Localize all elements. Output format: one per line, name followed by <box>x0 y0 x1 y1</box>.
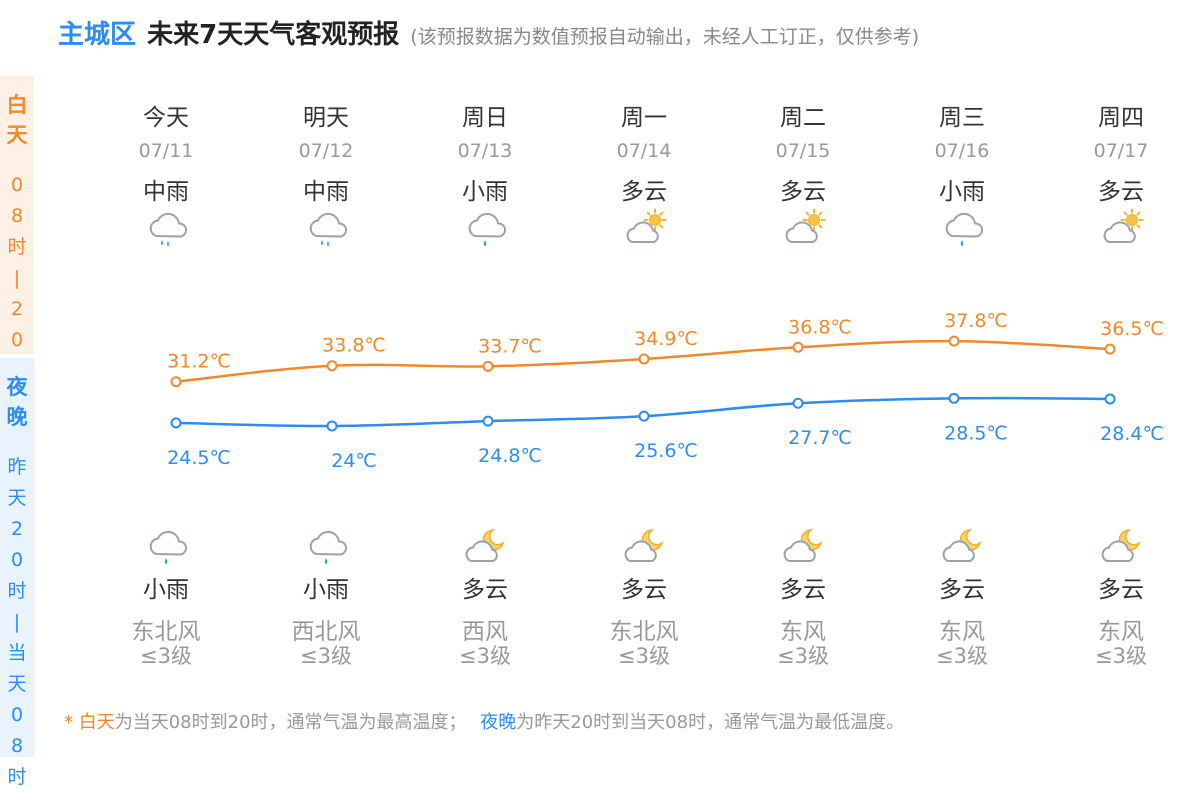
high-temp-point <box>1104 343 1116 355</box>
wind-direction-label: 东风 <box>780 619 826 645</box>
wind-level-label: ≤3级 <box>1095 644 1147 668</box>
low-temp-point <box>638 410 650 422</box>
high-temp-point <box>326 360 338 372</box>
high-temp-label: 31.2℃ <box>167 351 231 373</box>
night-label-vertical: 夜晚 <box>6 375 28 429</box>
footer-note: * 白天为当天08时到20时，通常气温为最高温度； 夜晚为昨天20时到当天08时… <box>64 708 904 734</box>
date-label: 07/13 <box>457 140 513 162</box>
day-weather-label: 多云 <box>1098 179 1144 205</box>
day-name-label: 周日 <box>462 105 508 131</box>
cloudy-night-icon <box>783 524 827 568</box>
low-temp-point <box>792 397 804 409</box>
low-temp-point <box>170 417 182 429</box>
rain-light-icon <box>942 206 986 250</box>
date-label: 07/14 <box>616 140 672 162</box>
footer-night-term: 夜晚 <box>480 712 517 733</box>
night-weather-label: 多云 <box>621 577 667 603</box>
high-temp-point <box>948 335 960 347</box>
footer-day-desc: 为当天08时到20时，通常气温为最高温度； <box>114 712 467 733</box>
wind-level-label: ≤3级 <box>140 644 192 668</box>
low-temp-point <box>482 415 494 427</box>
night-weather-label: 小雨 <box>303 577 349 603</box>
cloudy-night-icon <box>624 524 668 568</box>
day-weather-label: 中雨 <box>303 179 349 205</box>
high-temp-label: 37.8℃ <box>944 310 1008 332</box>
high-temp-label: 36.5℃ <box>1100 318 1164 340</box>
low-temp-label: 24.5℃ <box>167 447 231 469</box>
night-weather-label: 多云 <box>1098 577 1144 603</box>
date-label: 07/12 <box>298 140 354 162</box>
day-name-label: 周二 <box>780 105 826 131</box>
wind-direction-label: 东北风 <box>609 619 679 645</box>
high-temp-point <box>482 360 494 372</box>
day-weather-label: 多云 <box>780 179 826 205</box>
day-weather-label: 多云 <box>621 179 667 205</box>
high-temp-label: 36.8℃ <box>788 316 852 338</box>
low-temp-label: 25.6℃ <box>634 440 698 462</box>
footer-day-term: 白天 <box>78 712 115 733</box>
cloudy-day-icon <box>624 206 668 250</box>
low-temp-point <box>948 392 960 404</box>
wind-level-label: ≤3级 <box>300 644 352 668</box>
rain-light-icon <box>146 524 190 568</box>
date-label: 07/11 <box>138 140 194 162</box>
daytime-label-vertical: 白天 <box>6 93 28 147</box>
day-weather-label: 小雨 <box>462 179 508 205</box>
wind-level-label: ≤3级 <box>777 644 829 668</box>
wind-direction-label: 东风 <box>939 619 985 645</box>
cloudy-night-icon <box>465 524 509 568</box>
wind-direction-label: 东北风 <box>131 619 201 645</box>
day-name-label: 今天 <box>143 105 189 131</box>
high-temp-point <box>638 353 650 365</box>
night-weather-label: 小雨 <box>143 577 189 603</box>
day-weather-label: 小雨 <box>939 179 985 205</box>
day-weather-label: 中雨 <box>143 179 189 205</box>
low-temp-label: 24℃ <box>331 450 377 472</box>
low-temp-label: 28.5℃ <box>944 422 1008 444</box>
low-temp-label: 24.8℃ <box>478 445 542 467</box>
low-temp-label: 28.4℃ <box>1100 423 1164 445</box>
wind-direction-label: 西风 <box>462 619 508 645</box>
night-weather-label: 多云 <box>462 577 508 603</box>
high-temp-label: 33.8℃ <box>322 335 386 357</box>
high-temp-point <box>170 376 182 388</box>
wind-direction-label: 西北风 <box>291 619 361 645</box>
low-temp-point <box>1104 393 1116 405</box>
forecast-note: (该预报数据为数值预报自动输出，未经人工订正，仅供参考) <box>410 26 920 48</box>
day-name-label: 周三 <box>939 105 985 131</box>
rain-moderate-icon <box>146 206 190 250</box>
date-label: 07/15 <box>775 140 831 162</box>
cloudy-day-icon <box>1101 206 1145 250</box>
temperature-chart: 31.2℃ 33.8℃ 33.7℃ 34.9℃ 36.8℃ 37.8℃ 36.5℃ 24.5℃… <box>167 310 1164 472</box>
high-temp-point <box>792 341 804 353</box>
date-label: 07/17 <box>1093 140 1149 162</box>
date-label: 07/16 <box>934 140 990 162</box>
day-name-label: 明天 <box>303 105 349 131</box>
forecast-title: 未来7天天气客观预报 <box>147 20 400 50</box>
location-name: 主城区 <box>58 20 137 50</box>
day-name-label: 周一 <box>621 105 667 131</box>
cloudy-night-icon <box>942 524 986 568</box>
page-title: 主城区 未来7天天气客观预报 (该预报数据为数值预报自动输出，未经人工订正，仅供… <box>58 14 919 51</box>
cloudy-day-icon <box>783 206 827 250</box>
night-weather-label: 多云 <box>939 577 985 603</box>
rain-light-icon <box>465 206 509 250</box>
wind-level-label: ≤3级 <box>459 644 511 668</box>
footer-night-desc: 为昨天20时到当天08时，通常气温为最低温度。 <box>516 712 905 733</box>
low-temp-label: 27.7℃ <box>788 427 852 449</box>
night-weather-label: 多云 <box>780 577 826 603</box>
wind-direction-label: 东风 <box>1098 619 1144 645</box>
footer-star: * <box>64 712 79 733</box>
day-name-label: 周四 <box>1098 105 1144 131</box>
rain-light-icon <box>306 524 350 568</box>
high-temp-label: 34.9℃ <box>634 328 698 350</box>
cloudy-night-icon <box>1101 524 1145 568</box>
low-temp-point <box>326 420 338 432</box>
rain-moderate-icon <box>306 206 350 250</box>
wind-level-label: ≤3级 <box>936 644 988 668</box>
high-temp-label: 33.7℃ <box>478 335 542 357</box>
wind-level-label: ≤3级 <box>618 644 670 668</box>
